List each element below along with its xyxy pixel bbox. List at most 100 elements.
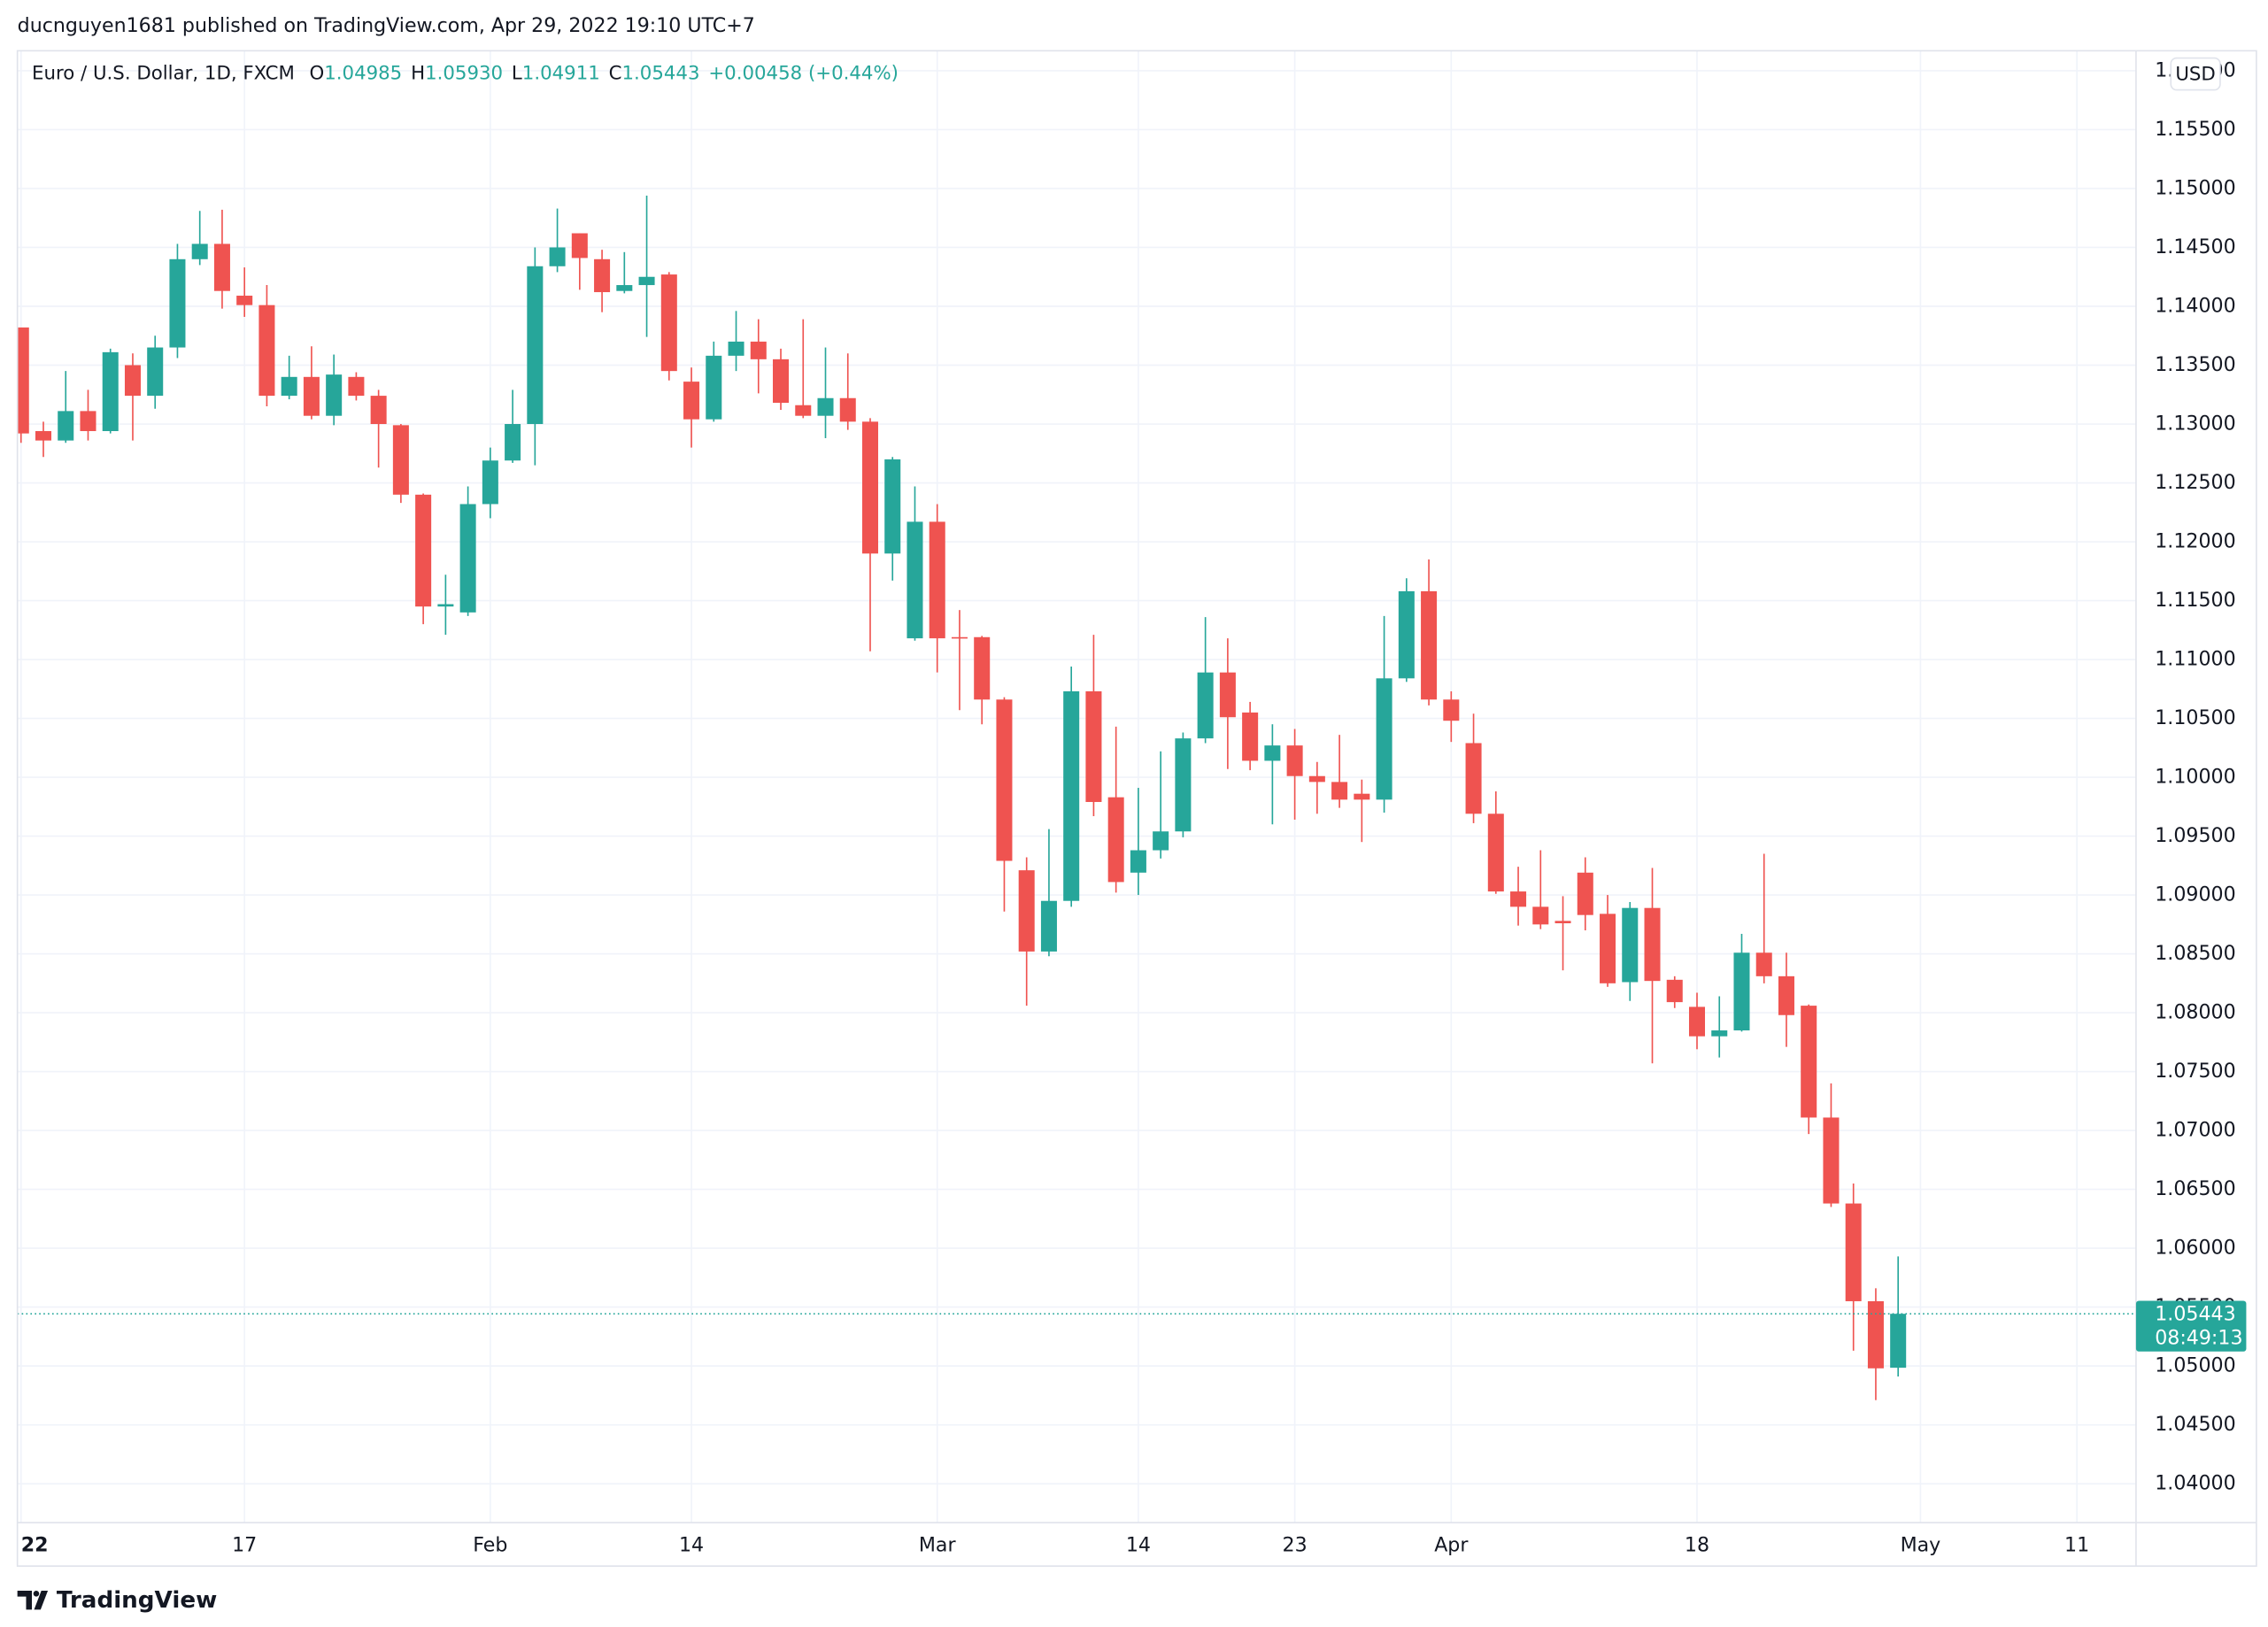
y-tick-label: 1.09500 xyxy=(2155,824,2235,847)
y-tick-label: 1.05000 xyxy=(2155,1354,2235,1377)
x-tick-label: Apr xyxy=(1434,1534,1469,1557)
candle-body xyxy=(683,382,700,420)
candle-body xyxy=(303,376,320,416)
candle-body xyxy=(147,347,164,397)
candle-body xyxy=(281,376,297,397)
logo-dot xyxy=(33,1591,40,1597)
y-tick-label: 1.15500 xyxy=(2155,118,2235,141)
legend-label: C xyxy=(609,63,622,85)
y-tick-label: 1.10500 xyxy=(2155,706,2235,729)
candle-body xyxy=(1308,775,1325,783)
x-tick-label: Feb xyxy=(473,1534,507,1557)
candle-body xyxy=(191,243,208,259)
candle-body xyxy=(951,636,968,639)
y-tick-label: 1.07500 xyxy=(2155,1060,2235,1083)
candle-body xyxy=(1622,907,1639,983)
candle-body xyxy=(437,604,454,607)
chart-border xyxy=(16,50,2257,1567)
x-tick-label: 11 xyxy=(2064,1534,2089,1557)
x-tick-label: Mar xyxy=(919,1534,957,1557)
candle-body xyxy=(1040,900,1057,952)
x-axis: 22 17 Feb 14 Mar 14 23 Apr 18 May 11 xyxy=(21,1534,2089,1557)
candle-body xyxy=(35,430,52,441)
candle-body xyxy=(1063,690,1080,901)
candle-body xyxy=(1465,743,1482,814)
candle-body xyxy=(571,233,588,258)
candle-body xyxy=(549,247,566,266)
candle-body xyxy=(660,274,677,372)
candle-body xyxy=(1733,952,1750,1031)
candle-body xyxy=(728,341,744,356)
candle-body xyxy=(1755,952,1772,976)
candle-body xyxy=(750,341,767,359)
candle-body xyxy=(527,266,544,425)
x-tick-label: 17 xyxy=(232,1534,257,1557)
candle-body xyxy=(482,460,498,505)
candles-layer xyxy=(17,195,2136,1400)
candle-body xyxy=(1666,979,1683,1003)
candle-body xyxy=(80,411,96,431)
y-tick-label: 1.08000 xyxy=(2155,1001,2235,1024)
candle-body xyxy=(594,258,611,293)
candle-body xyxy=(974,636,991,700)
candle-body xyxy=(817,397,834,416)
y-tick-label: 1.06500 xyxy=(2155,1177,2235,1200)
candle-body xyxy=(1107,797,1124,883)
y-tick-label: 1.14000 xyxy=(2155,294,2235,317)
candle-body xyxy=(1242,712,1259,761)
legend-value: 1.04911 xyxy=(522,63,600,85)
candle-body xyxy=(1554,921,1571,923)
candle-body xyxy=(1197,672,1214,739)
candle-body xyxy=(213,243,230,291)
candle-body xyxy=(415,494,432,607)
candle-body xyxy=(1644,907,1661,982)
currency[interactable]: USD xyxy=(2175,63,2215,85)
candle-body xyxy=(1688,1006,1706,1037)
y-tick-label: 1.08500 xyxy=(2155,942,2235,965)
x-tick-label: 23 xyxy=(1283,1534,1308,1557)
candle-body xyxy=(1264,745,1281,761)
countdown: 08:49:13 xyxy=(2155,1327,2242,1350)
candle-body xyxy=(1600,914,1616,983)
candle-body xyxy=(1867,1300,1884,1369)
x-tick-label: 14 xyxy=(679,1534,704,1557)
legend-label: O xyxy=(309,63,324,85)
candle-body xyxy=(861,421,879,554)
candle-body xyxy=(1354,793,1370,800)
y-tick-label: 1.11000 xyxy=(2155,648,2235,671)
candle-body xyxy=(1577,872,1593,915)
symbol: Euro / U.S. Dollar, 1D, FXCM xyxy=(32,63,295,85)
candle-body xyxy=(58,411,74,441)
x-tick-label: 22 xyxy=(21,1534,49,1557)
y-tick-label: 1.12000 xyxy=(2155,530,2235,553)
candle-body xyxy=(706,355,722,420)
candle-body xyxy=(1421,590,1438,700)
legend-label: H xyxy=(411,63,425,85)
candle-body xyxy=(795,405,812,416)
candle-body xyxy=(1487,814,1504,892)
y-tick-label: 1.04000 xyxy=(2155,1472,2235,1495)
y-tick-label: 1.14500 xyxy=(2155,235,2235,258)
legend-change: +0.00458 (+0.44%) xyxy=(708,63,899,85)
candle-body xyxy=(1801,1006,1817,1118)
candle-body xyxy=(169,258,186,348)
currency-box[interactable] xyxy=(2170,57,2221,91)
candle-body xyxy=(459,504,476,613)
candle-body xyxy=(1331,782,1348,800)
candle-body xyxy=(929,521,945,639)
legend: Euro / U.S. Dollar, 1D, FXCM O1.04985 H1.… xyxy=(32,63,899,85)
candle-body xyxy=(505,424,521,461)
x-tick-label: 18 xyxy=(1685,1534,1709,1557)
y-tick-label: 1.15000 xyxy=(2155,176,2235,199)
last-price-box xyxy=(2135,1300,2247,1352)
y-tick-label: 1.13000 xyxy=(2155,413,2235,436)
candle-body xyxy=(884,459,901,554)
brand-logo: TradingView xyxy=(17,1587,217,1614)
candle-body xyxy=(1778,975,1794,1015)
candle-body xyxy=(1443,699,1460,721)
candle-body xyxy=(326,374,343,416)
candle-body xyxy=(370,396,387,425)
candle-body xyxy=(1890,1314,1907,1369)
candle-body xyxy=(17,327,29,434)
